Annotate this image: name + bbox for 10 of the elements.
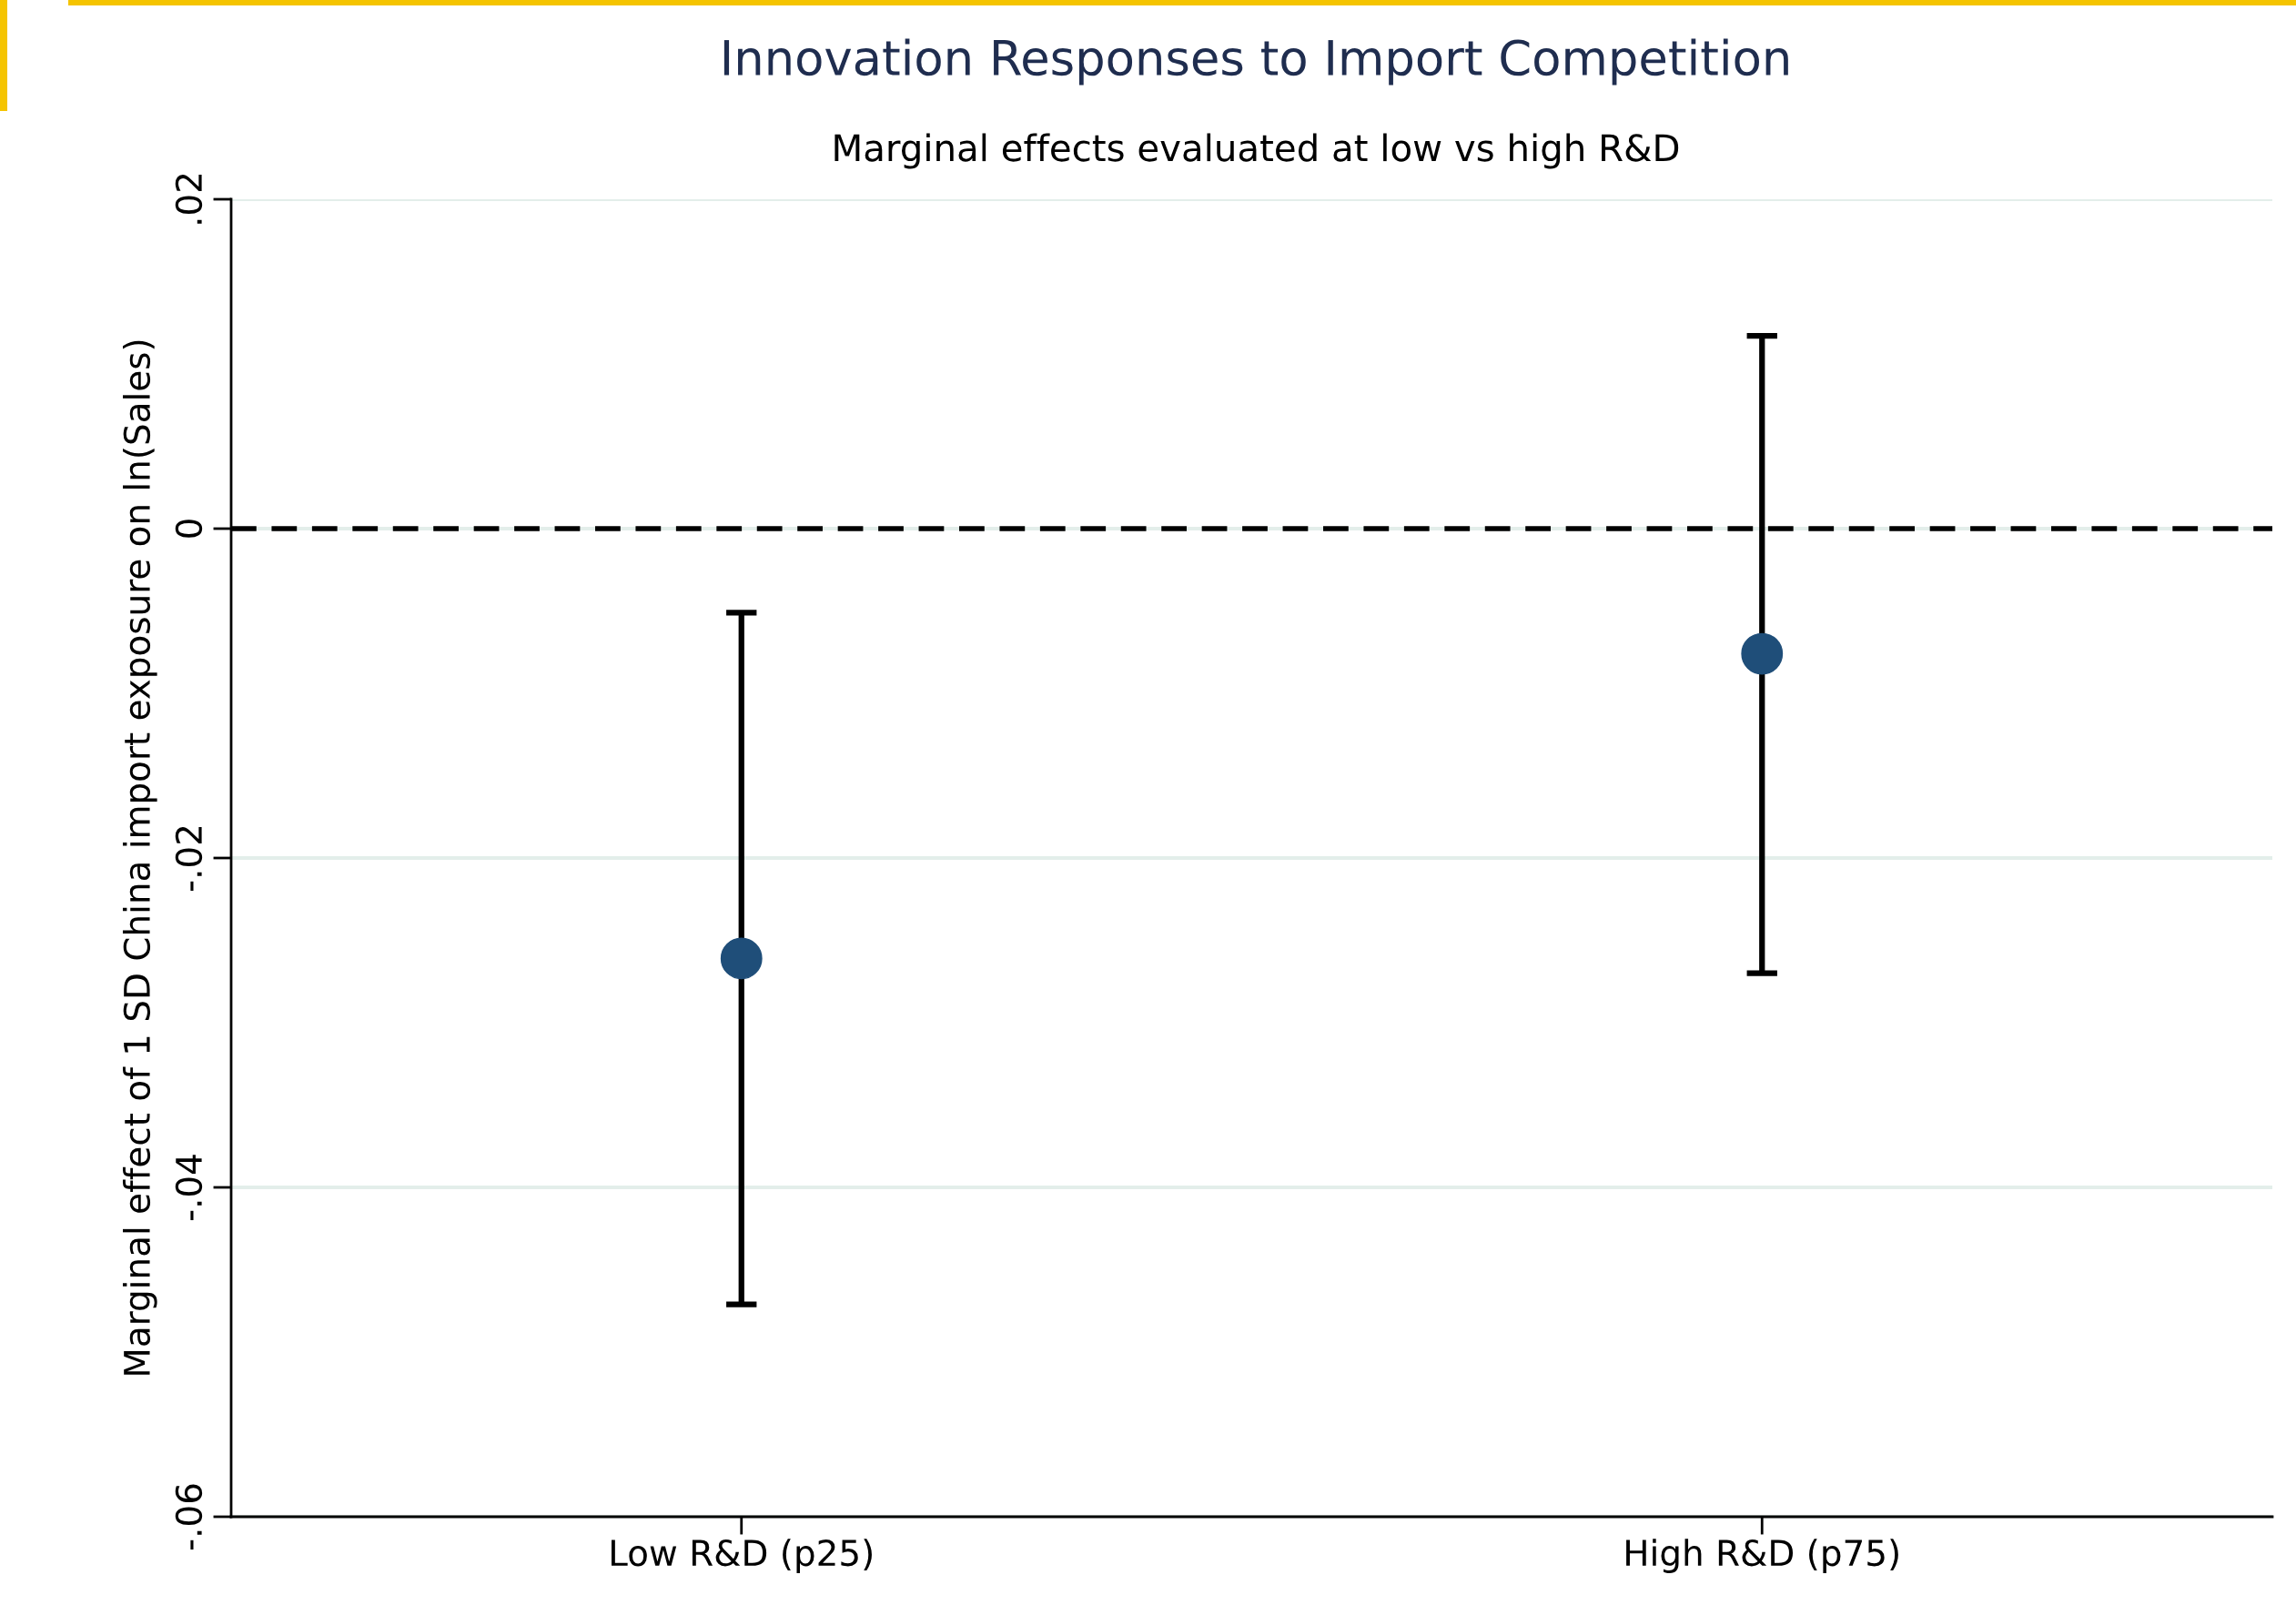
chart-subtitle: Marginal effects evaluated at low vs high R&D — [834, 133, 1679, 169]
y-tick-label: 0 — [175, 520, 203, 538]
y-tick-label: .02 — [175, 174, 203, 224]
x-tick-label: Low R&D (p25) — [612, 1539, 872, 1573]
y-axis-title: Marginal effect of 1 SD China import exposure on ln(Sales) — [122, 340, 157, 1375]
x-tick-label: High R&D (p75) — [1626, 1539, 1898, 1573]
y-tick-label: -.02 — [175, 826, 203, 892]
y-tick-label: -.06 — [175, 1484, 203, 1550]
chart-title: Innovation Responses to Import Competition — [723, 38, 1788, 86]
y-tick-label: -.04 — [175, 1155, 203, 1221]
